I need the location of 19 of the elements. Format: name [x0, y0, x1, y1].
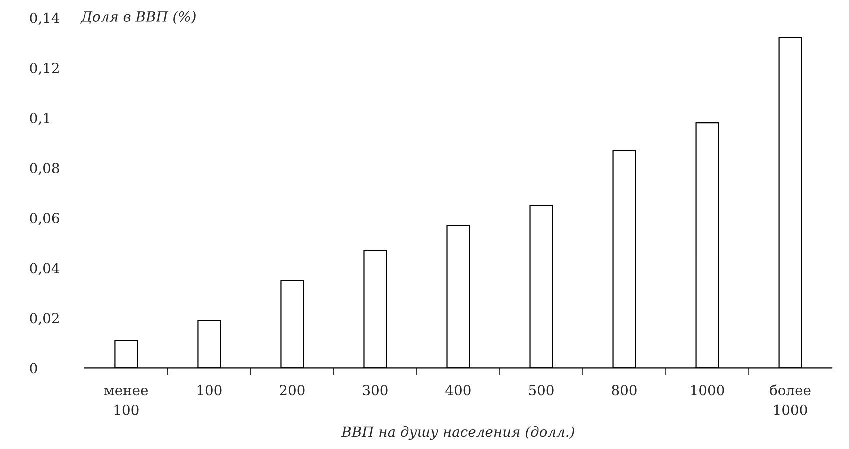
x-axis-title: ВВП на душу населения (долл.) [341, 426, 574, 440]
x-tick-label: 1000 [692, 385, 724, 396]
y-tick-label: 0,04 [30, 263, 60, 276]
y-tick-label: 0,08 [30, 163, 60, 176]
x-tick-label: более 1000 [770, 384, 811, 416]
x-tick-label: 800 [612, 385, 637, 396]
x-tick-label: 400 [446, 385, 471, 396]
x-tick-label: менее 100 [104, 388, 148, 416]
y-tick-label: 0,14 [30, 12, 60, 26]
x-tick-label: 200 [280, 385, 305, 396]
x-tick-label: 500 [529, 385, 554, 396]
x-tick-label: 100 [198, 385, 222, 396]
y-tick-label: 0,06 [30, 213, 60, 226]
y-tick-label: 0 [30, 363, 38, 374]
x-tick-label: 300 [363, 385, 388, 396]
y-tick-label: 0,12 [30, 62, 59, 76]
y-tick-label: 0,1 [30, 112, 50, 126]
y-tick-label: 0,02 [30, 313, 59, 326]
y-axis-title: Доля в ВВП (%) [80, 11, 196, 24]
